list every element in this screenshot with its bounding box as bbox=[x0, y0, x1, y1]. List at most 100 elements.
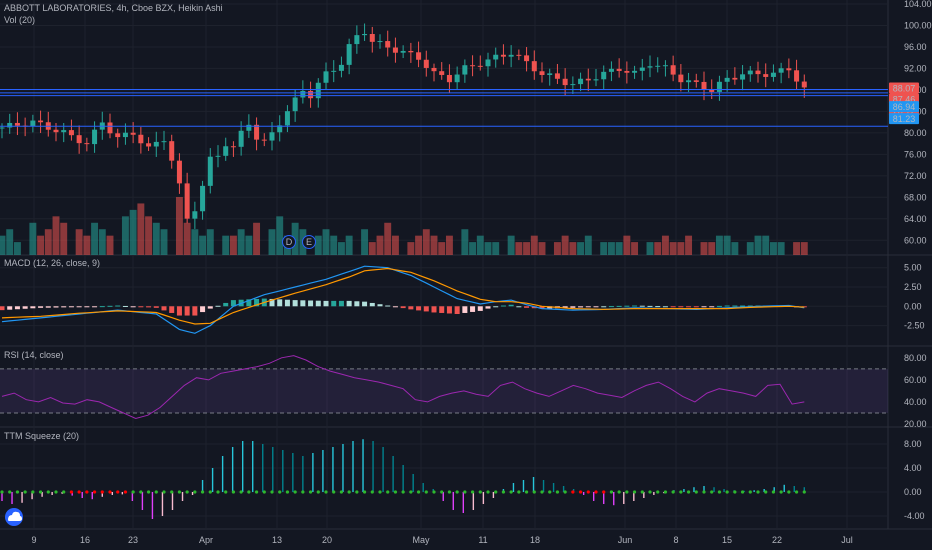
volume-bar bbox=[0, 235, 6, 255]
price-tick-label: 100.00 bbox=[904, 20, 932, 30]
price-candle bbox=[740, 74, 746, 80]
volume-bar bbox=[206, 229, 214, 255]
time-tick-label: 16 bbox=[80, 535, 90, 545]
price-candle bbox=[53, 129, 59, 133]
macd-histogram-bar bbox=[84, 306, 90, 308]
price-candle bbox=[485, 59, 491, 67]
ttm-squeeze-dot bbox=[69, 490, 74, 494]
macd-histogram-bar bbox=[740, 305, 746, 307]
volume-bar bbox=[438, 242, 446, 255]
ttm-squeeze-dot bbox=[146, 490, 151, 494]
macd-tick-label: 0.00 bbox=[904, 301, 922, 311]
tradingview-cloud-icon bbox=[5, 508, 23, 526]
volume-bar bbox=[183, 222, 191, 255]
macd-histogram-bar bbox=[99, 306, 105, 308]
macd-histogram-bar bbox=[130, 306, 136, 308]
time-tick-label: 15 bbox=[722, 535, 732, 545]
ttm-squeeze-dot bbox=[254, 490, 259, 494]
rsi-band-fill bbox=[0, 368, 888, 413]
price-pane bbox=[0, 23, 888, 229]
macd-histogram-bar bbox=[369, 302, 375, 307]
price-badge-text: 87.46 bbox=[893, 95, 916, 105]
price-candle bbox=[7, 122, 13, 128]
macd-histogram-bar bbox=[61, 306, 67, 308]
volume-bar bbox=[145, 216, 153, 255]
price-candle bbox=[192, 211, 198, 219]
macd-histogram-bar bbox=[254, 298, 260, 307]
ttm-squeeze-dot bbox=[15, 490, 20, 494]
ttm-squeeze-dot bbox=[316, 490, 320, 494]
ttm-squeeze-dot bbox=[617, 490, 621, 494]
volume-bar bbox=[152, 222, 160, 255]
price-candle bbox=[554, 73, 560, 79]
price-candle bbox=[200, 185, 206, 212]
ttm-tick-label: 4.00 bbox=[904, 463, 922, 473]
volume-bar bbox=[330, 235, 338, 255]
price-badge bbox=[889, 113, 919, 125]
time-tick-label: 9 bbox=[31, 535, 36, 545]
volume-bar bbox=[569, 242, 577, 255]
price-badge bbox=[889, 82, 919, 94]
price-badge-text: 86.94 bbox=[893, 102, 916, 112]
ttm-squeeze-dot bbox=[285, 490, 290, 494]
price-candle bbox=[308, 90, 314, 99]
macd-histogram-bar bbox=[570, 306, 576, 308]
price-candle bbox=[68, 130, 74, 136]
ttm-squeeze-dot bbox=[332, 490, 336, 494]
ttm-squeeze-dot bbox=[200, 490, 205, 494]
time-tick-label: 13 bbox=[272, 535, 282, 545]
volume-bar bbox=[615, 242, 623, 255]
volume-bar bbox=[52, 216, 60, 255]
rsi-pane bbox=[0, 355, 888, 420]
ttm-squeeze-dot bbox=[77, 490, 81, 494]
ttm-squeeze-dot bbox=[170, 490, 174, 494]
macd-signal-line bbox=[1, 267, 805, 325]
macd-histogram-bar bbox=[601, 306, 607, 308]
event-marker-text: D bbox=[286, 237, 293, 247]
volume-bar bbox=[175, 197, 183, 255]
ttm-squeeze-dot bbox=[478, 490, 482, 494]
volume-bar bbox=[191, 229, 199, 255]
macd-histogram-bar bbox=[38, 306, 44, 308]
ttm-squeeze-dot bbox=[177, 490, 182, 494]
time-axis[interactable]: 9 16 23 Apr 13 20 May 11 18 Jun 8 15 22 Jul bbox=[31, 535, 852, 545]
ttm-squeeze-dot bbox=[686, 490, 691, 494]
ttm-squeeze-dot bbox=[62, 490, 66, 494]
price-candle bbox=[230, 146, 236, 148]
macd-histogram-bar bbox=[454, 306, 460, 314]
macd-histogram-bar bbox=[246, 299, 252, 307]
macd-histogram-bar bbox=[493, 306, 499, 308]
ttm-squeeze-dot bbox=[424, 490, 428, 494]
macd-histogram-bar bbox=[516, 306, 522, 308]
macd-histogram-bar bbox=[207, 306, 213, 309]
price-candle bbox=[115, 133, 121, 138]
ttm-squeeze-dot bbox=[432, 490, 436, 494]
price-candle bbox=[354, 35, 360, 45]
price-candle bbox=[570, 84, 576, 86]
macd-histogram-bar bbox=[176, 306, 182, 316]
time-tick-label: 11 bbox=[478, 535, 487, 545]
macd-histogram-bar bbox=[30, 306, 36, 309]
macd-histogram-bar bbox=[76, 306, 82, 308]
macd-histogram-bar bbox=[462, 306, 468, 313]
ttm-squeeze-dot bbox=[648, 490, 652, 494]
price-candle bbox=[153, 141, 159, 147]
volume-bar bbox=[445, 235, 453, 255]
volume-bar bbox=[530, 235, 538, 255]
macd-histogram-bar bbox=[539, 306, 545, 309]
time-tick-label: 8 bbox=[673, 535, 678, 545]
price-candle bbox=[539, 71, 545, 76]
volume-bar bbox=[700, 242, 708, 255]
ttm-squeeze-dot bbox=[139, 490, 143, 494]
macd-histogram-bar bbox=[92, 306, 98, 308]
price-tick-label: 80.00 bbox=[904, 128, 927, 138]
macd-histogram-bar bbox=[624, 305, 630, 307]
price-candle bbox=[261, 139, 267, 141]
price-candle bbox=[284, 111, 290, 126]
price-candle bbox=[493, 54, 499, 60]
price-candle bbox=[763, 74, 769, 77]
macd-histogram-bar bbox=[439, 306, 445, 313]
ttm-squeeze-dot bbox=[717, 490, 722, 494]
ttm-squeeze-dot bbox=[779, 490, 783, 494]
